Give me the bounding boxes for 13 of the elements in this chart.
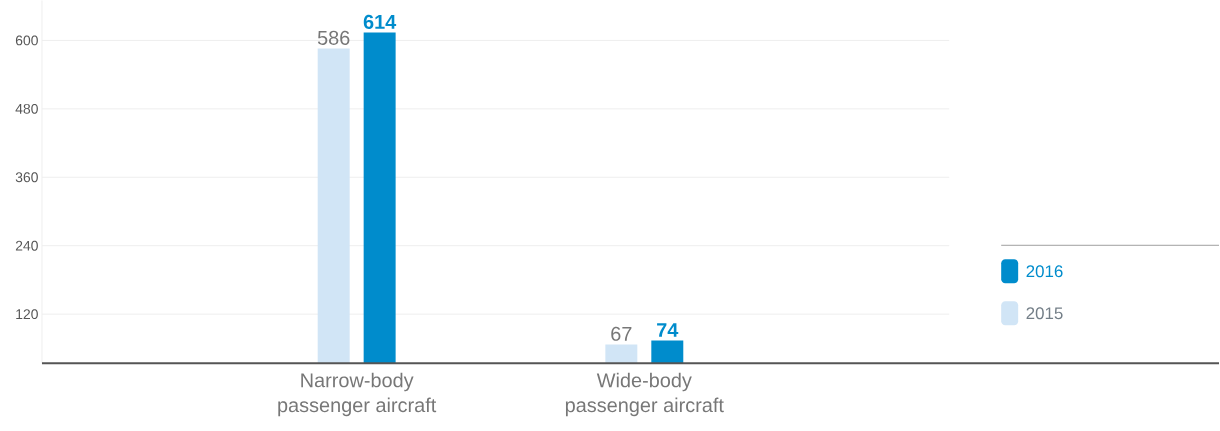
legend-label: 2015 <box>1026 307 1063 320</box>
y-tick-label: 600 <box>15 35 38 46</box>
legend-label: 2016 <box>1026 265 1063 278</box>
data-label: 67 <box>611 326 632 341</box>
x-tick-label: Wide-body passenger aircraft <box>565 372 724 417</box>
x-tick-label: Narrow-body passenger aircraft <box>278 372 437 417</box>
y-tick-label: 360 <box>15 172 38 183</box>
y-tick-label: 120 <box>16 309 38 320</box>
data-label: 614 <box>363 14 397 29</box>
y-tick-label: 240 <box>15 240 38 251</box>
data-label: 74 <box>657 323 679 337</box>
data-label: 586 <box>317 30 350 45</box>
y-tick-label: 480 <box>15 103 38 114</box>
